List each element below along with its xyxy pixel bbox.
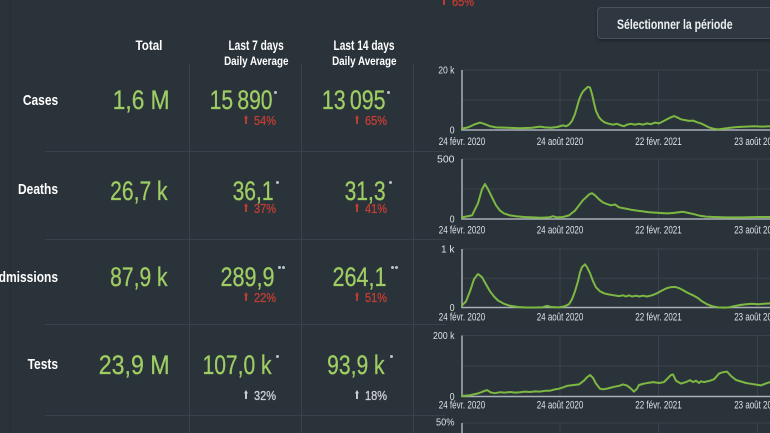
svg-text:23 août 2021: 23 août 2021 bbox=[734, 136, 770, 148]
svg-text:24 août 2020: 24 août 2020 bbox=[537, 136, 584, 148]
svg-text:24 févr. 2020: 24 févr. 2020 bbox=[439, 312, 486, 324]
svg-text:22 févr. 2021: 22 févr. 2021 bbox=[635, 312, 682, 324]
svg-text:0: 0 bbox=[450, 391, 455, 403]
svg-text:200 k: 200 k bbox=[433, 330, 455, 342]
svg-text:24 août 2020: 24 août 2020 bbox=[537, 224, 584, 236]
svg-text:24 févr. 2020: 24 févr. 2020 bbox=[439, 224, 486, 236]
svg-text:0: 0 bbox=[450, 302, 455, 314]
svg-text:1 k: 1 k bbox=[441, 243, 455, 255]
svg-text:23 août 2021: 23 août 2021 bbox=[734, 312, 770, 324]
svg-text:24 août 2020: 24 août 2020 bbox=[537, 312, 584, 324]
svg-text:22 févr. 2021: 22 févr. 2021 bbox=[635, 224, 682, 236]
svg-text:0: 0 bbox=[450, 124, 455, 136]
svg-text:23 août 2021: 23 août 2021 bbox=[734, 224, 770, 236]
svg-text:24 févr. 2020: 24 févr. 2020 bbox=[439, 400, 486, 412]
svg-text:50%: 50% bbox=[436, 416, 455, 428]
svg-text:24 août 2020: 24 août 2020 bbox=[537, 400, 584, 412]
svg-text:22 févr. 2021: 22 févr. 2021 bbox=[635, 400, 682, 412]
svg-text:24 févr. 2020: 24 févr. 2020 bbox=[439, 136, 486, 148]
svg-text:23 août 2021: 23 août 2021 bbox=[734, 400, 770, 412]
svg-text:0: 0 bbox=[450, 213, 455, 225]
svg-text:22 févr. 2021: 22 févr. 2021 bbox=[635, 136, 682, 148]
svg-text:20 k: 20 k bbox=[438, 64, 455, 76]
svg-text:500: 500 bbox=[437, 153, 455, 165]
